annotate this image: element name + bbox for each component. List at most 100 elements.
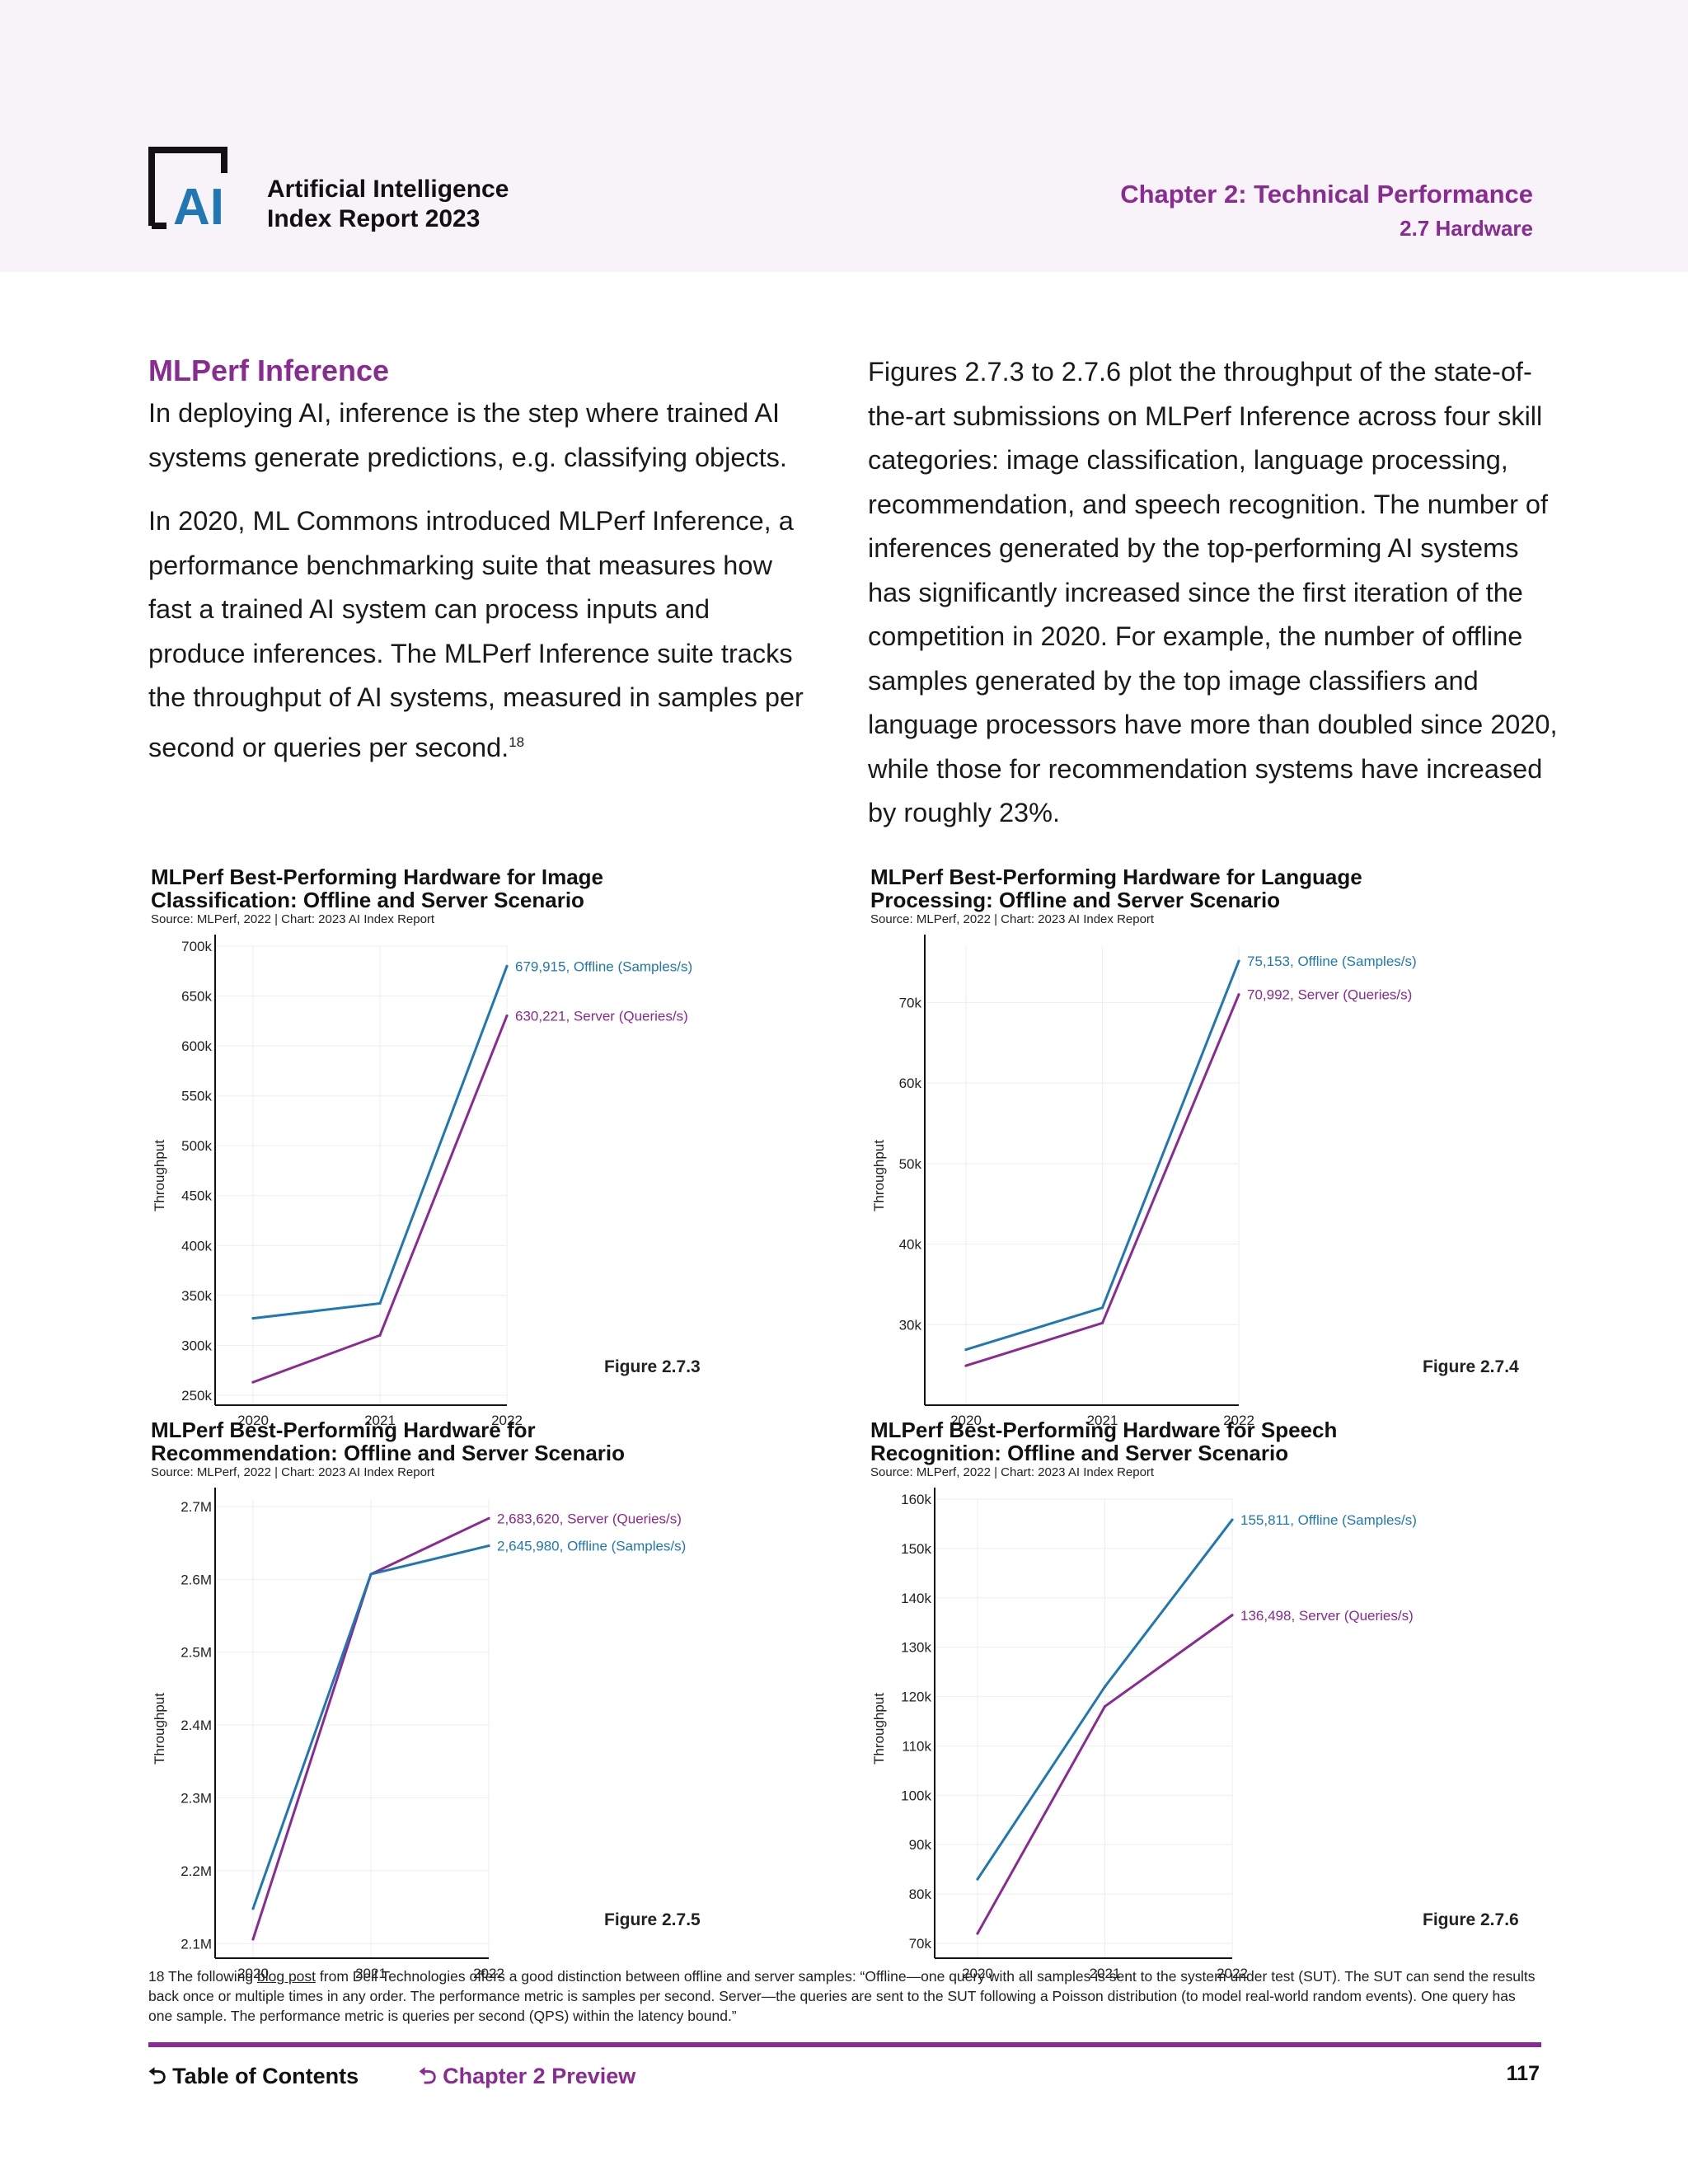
y-tick-label: 2.7M bbox=[181, 1499, 212, 1515]
data-point bbox=[378, 1301, 382, 1305]
right-column: Figures 2.7.3 to 2.7.6 plot the throughp… bbox=[868, 350, 1568, 836]
footnote-ref[interactable]: 18 bbox=[509, 733, 525, 750]
chart-source: Source: MLPerf, 2022 | Chart: 2023 AI In… bbox=[870, 1465, 1155, 1479]
x-tick-label: 2022 bbox=[1223, 1413, 1254, 1426]
y-axis-label: Throughput bbox=[152, 1693, 167, 1765]
table-of-contents-label: Table of Contents bbox=[172, 2064, 359, 2088]
data-point bbox=[251, 1907, 255, 1910]
blog-post-link[interactable]: blog post bbox=[257, 1968, 316, 1985]
y-tick-label: 2.3M bbox=[181, 1790, 212, 1806]
y-tick-label: 550k bbox=[181, 1089, 212, 1104]
series-end-label: 679,915, Offline (Samples/s) bbox=[515, 958, 692, 974]
y-tick-label: 50k bbox=[899, 1156, 922, 1172]
paragraph-3: Figures 2.7.3 to 2.7.6 plot the throughp… bbox=[868, 357, 1558, 827]
series-end-label: 2,645,980, Offline (Samples/s) bbox=[497, 1539, 686, 1554]
y-tick-label: 120k bbox=[901, 1690, 931, 1705]
paragraph-2-text: In 2020, ML Commons introduced MLPerf In… bbox=[148, 506, 804, 762]
y-tick-label: 40k bbox=[899, 1237, 922, 1253]
paragraph-1: In deploying AI, inference is the step w… bbox=[148, 398, 787, 472]
y-tick-label: 60k bbox=[899, 1076, 922, 1091]
y-tick-label: 2.5M bbox=[181, 1645, 212, 1661]
chart-title-line2: Classification: Offline and Server Scena… bbox=[151, 888, 584, 912]
paragraph-2: In 2020, ML Commons introduced MLPerf In… bbox=[148, 499, 808, 770]
y-tick-label: 2.4M bbox=[181, 1718, 212, 1733]
table-of-contents-link[interactable]: ⮌ Table of Contents bbox=[148, 2060, 359, 2098]
y-tick-label: 100k bbox=[901, 1788, 931, 1803]
x-tick-label: 2021 bbox=[1087, 1413, 1118, 1426]
x-tick-label: 2020 bbox=[962, 1966, 993, 1979]
y-tick-label: 130k bbox=[901, 1640, 931, 1656]
y-tick-label: 2.1M bbox=[181, 1936, 212, 1952]
chart-title: MLPerf Best-Performing Hardware for Spee… bbox=[870, 1418, 1554, 1465]
y-tick-label: 700k bbox=[181, 939, 212, 954]
report-title-line1: Artificial Intelligence bbox=[267, 176, 509, 203]
data-point bbox=[487, 1544, 490, 1548]
x-tick-label: 2020 bbox=[950, 1413, 982, 1426]
y-tick-label: 2.2M bbox=[181, 1863, 212, 1879]
return-arrow-icon: ⮌ bbox=[148, 2064, 166, 2088]
data-point bbox=[1231, 1518, 1234, 1521]
footnote-text: from Dell Technologies offers a good dis… bbox=[148, 1968, 1536, 2024]
data-point bbox=[378, 1333, 382, 1337]
chart-title-line1: MLPerf Best-Performing Hardware for Imag… bbox=[151, 865, 604, 889]
data-point bbox=[1103, 1704, 1107, 1708]
chart-title-line2: Recognition: Offline and Server Scenario bbox=[870, 1441, 1289, 1465]
data-point bbox=[369, 1572, 373, 1576]
chapter-preview-label: Chapter 2 Preview bbox=[443, 2064, 636, 2088]
line-chart: 2.1M 2.2M 2.3M 2.4M 2.5M 2.6M 2.7M 2020 2021 2022… bbox=[152, 1488, 686, 1979]
data-point bbox=[251, 1317, 255, 1320]
y-tick-label: 400k bbox=[181, 1238, 212, 1254]
data-point bbox=[964, 1347, 968, 1352]
chart-title-line1: MLPerf Best-Performing Hardware for bbox=[151, 1418, 536, 1442]
y-axis-label: Throughput bbox=[152, 1140, 167, 1212]
data-point bbox=[1237, 959, 1240, 963]
section-heading: MLPerf Inference bbox=[148, 354, 390, 387]
chart-speech-recognition: MLPerf Best-Performing Hardware for Spee… bbox=[870, 1418, 1554, 1979]
y-tick-label: 70k bbox=[909, 1936, 932, 1952]
data-point bbox=[505, 1014, 509, 1018]
data-point bbox=[1100, 1306, 1104, 1310]
y-tick-label: 80k bbox=[909, 1886, 932, 1902]
figure-label: Figure 2.7.5 bbox=[604, 1910, 701, 1929]
chart-title-line1: MLPerf Best-Performing Hardware for Lang… bbox=[870, 865, 1362, 889]
y-tick-label: 160k bbox=[901, 1492, 931, 1507]
data-point bbox=[1100, 1321, 1104, 1324]
x-tick-label: 2020 bbox=[237, 1413, 269, 1426]
line-chart: 250k 300k 350k 400k 450k 500k 550k 600k 650k 700k… bbox=[152, 935, 692, 1426]
chapter-preview-link[interactable]: ⮌ Chapter 2 Preview bbox=[419, 2060, 635, 2098]
line-chart: 70k 80k 90k 100k 110k 120k 130k 140k 150k 160k 202… bbox=[871, 1488, 1417, 1979]
data-point bbox=[505, 964, 509, 968]
series-end-label: 155,811, Offline (Samples/s) bbox=[1240, 1512, 1417, 1528]
y-tick-label: 250k bbox=[181, 1388, 212, 1404]
series-end-label: 75,153, Offline (Samples/s) bbox=[1247, 954, 1417, 969]
y-tick-label: 650k bbox=[181, 989, 212, 1005]
ai-index-logo: AI bbox=[148, 147, 227, 229]
page-number: 117 bbox=[1506, 2062, 1540, 2085]
section-title: 2.7 Hardware bbox=[1400, 216, 1533, 241]
y-axis-label: Throughput bbox=[871, 1693, 887, 1765]
x-tick-label: 2021 bbox=[1090, 1966, 1121, 1979]
series-end-label: 630,221, Server (Queries/s) bbox=[515, 1008, 688, 1024]
x-tick-label: 2020 bbox=[237, 1966, 269, 1979]
data-point bbox=[964, 1364, 968, 1367]
x-tick-label: 2022 bbox=[1217, 1966, 1248, 1979]
chart-language-processing: MLPerf Best-Performing Hardware for Lang… bbox=[870, 865, 1554, 1426]
chart-source: Source: MLPerf, 2022 | Chart: 2023 AI In… bbox=[870, 912, 1155, 926]
report-title: Artificial Intelligence Index Report 202… bbox=[267, 175, 509, 234]
data-point bbox=[1231, 1614, 1234, 1617]
y-tick-label: 500k bbox=[181, 1138, 212, 1154]
y-axis-label: Throughput bbox=[871, 1140, 887, 1212]
data-point bbox=[976, 1877, 979, 1881]
y-tick-label: 350k bbox=[181, 1288, 212, 1304]
report-title-line2: Index Report 2023 bbox=[267, 205, 481, 232]
x-tick-label: 2021 bbox=[364, 1413, 396, 1426]
footnote-prefix: 18 The following bbox=[148, 1968, 257, 1985]
figure-label: Figure 2.7.4 bbox=[1423, 1357, 1519, 1376]
chart-source: Source: MLPerf, 2022 | Chart: 2023 AI In… bbox=[151, 912, 435, 926]
chart-title: MLPerf Best-Performing Hardware for Lang… bbox=[870, 865, 1554, 912]
y-tick-label: 110k bbox=[902, 1738, 931, 1754]
series-end-label: 70,992, Server (Queries/s) bbox=[1247, 987, 1412, 1003]
chart-title: MLPerf Best-Performing Hardware for Imag… bbox=[151, 865, 835, 912]
chart-recommendation: MLPerf Best-Performing Hardware for Reco… bbox=[151, 1418, 835, 1979]
y-tick-label: 30k bbox=[899, 1317, 922, 1333]
